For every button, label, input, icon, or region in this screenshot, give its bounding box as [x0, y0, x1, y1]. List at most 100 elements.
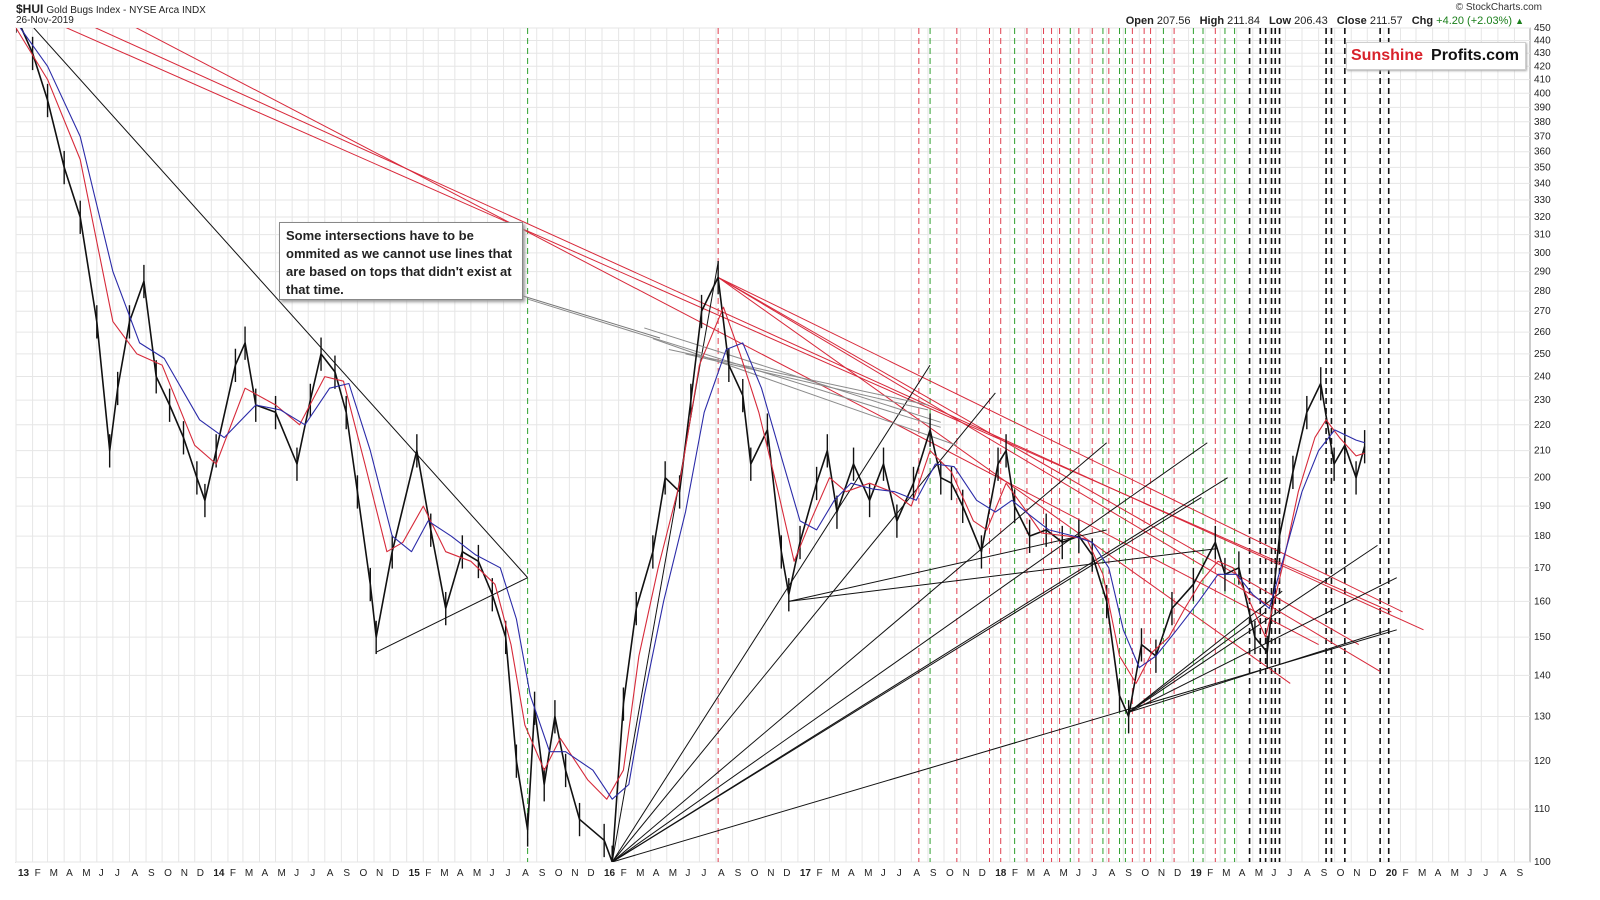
- x-tick-label: O: [359, 868, 367, 879]
- x-tick-label: A: [913, 868, 920, 879]
- x-tick-label: A: [522, 868, 529, 879]
- x-tick-label: A: [1500, 868, 1507, 879]
- y-tick-label: 410: [1534, 75, 1551, 86]
- x-tick-label: M: [245, 868, 253, 879]
- x-tick-label: F: [230, 868, 236, 879]
- cycle-lines: [527, 28, 1390, 862]
- callout-pointer: [522, 295, 661, 339]
- x-tick-label: D: [197, 868, 204, 879]
- trendline-black: [1128, 629, 1389, 713]
- x-tick-label: S: [1321, 868, 1328, 879]
- low-label: Low: [1269, 15, 1292, 27]
- x-tick-label: A: [1435, 868, 1442, 879]
- symbol-description: Gold Bugs Index - NYSE Arca INDX: [46, 5, 206, 16]
- x-tick-label: D: [587, 868, 594, 879]
- x-tick-label: A: [1043, 868, 1050, 879]
- chg-label: Chg: [1411, 15, 1434, 27]
- y-tick-label: 110: [1534, 804, 1550, 815]
- x-tick-label: J: [1467, 868, 1472, 879]
- x-tick-label: A: [848, 868, 855, 879]
- x-tick-label: N: [1158, 868, 1165, 879]
- y-tick-label: 320: [1534, 212, 1551, 223]
- y-tick-label: 420: [1534, 61, 1551, 72]
- x-tick-label: M: [1451, 868, 1459, 879]
- trendline-black: [611, 442, 1208, 862]
- y-tick-label: 130: [1534, 712, 1551, 723]
- x-tick-label: M: [50, 868, 58, 879]
- annotation-callout: Some intersections have to be ommited as…: [279, 222, 523, 300]
- x-tick-label: D: [979, 868, 986, 879]
- x-tick-label: A: [131, 868, 138, 879]
- x-tick-label: J: [1076, 868, 1081, 879]
- stockcharts-watermark: © StockCharts.com: [1455, 2, 1542, 13]
- x-tick-label: A: [327, 868, 334, 879]
- close-label: Close: [1336, 15, 1367, 27]
- trendline-gray: [668, 349, 929, 406]
- trendline-black: [1128, 611, 1266, 713]
- grid: [15, 27, 1531, 863]
- x-tick-label: D: [1369, 868, 1376, 879]
- trendline-black: [611, 262, 719, 862]
- trendline-black: [788, 548, 1219, 602]
- x-tick-label: S: [539, 868, 546, 879]
- x-tick-label: J: [897, 868, 902, 879]
- y-tick-label: 160: [1534, 596, 1551, 607]
- series-ma_slow: [19, 28, 1365, 800]
- x-tick-label: 19: [1191, 868, 1203, 879]
- chart-symbol: $HUI Gold Bugs Index - NYSE Arca INDX: [16, 2, 206, 16]
- y-tick-label: 200: [1534, 473, 1551, 484]
- trendline-red: [94, 28, 1424, 631]
- y-tick-label: 380: [1534, 117, 1551, 128]
- y-tick-label: 210: [1534, 446, 1551, 457]
- x-tick-label: J: [1287, 868, 1292, 879]
- close-value: 211.57: [1369, 15, 1403, 27]
- x-tick-label: O: [946, 868, 954, 879]
- y-tick-label: 360: [1534, 147, 1551, 158]
- y-tick-label: 270: [1534, 306, 1551, 317]
- y-tick-label: 340: [1534, 178, 1551, 189]
- y-tick-label: 350: [1534, 162, 1551, 173]
- x-tick-label: A: [653, 868, 660, 879]
- high-label: High: [1199, 15, 1225, 27]
- x-tick-label: 13: [18, 868, 30, 879]
- x-tick-label: F: [35, 868, 41, 879]
- x-tick-label: N: [181, 868, 188, 879]
- x-tick-label: J: [701, 868, 706, 879]
- y-tick-label: 260: [1534, 327, 1551, 338]
- trendline-black: [611, 364, 931, 862]
- x-tick-label: S: [735, 868, 742, 879]
- x-tick-label: M: [864, 868, 872, 879]
- y-tick-label: 330: [1534, 195, 1551, 206]
- x-tick-label: F: [816, 868, 822, 879]
- x-tick-label: O: [751, 868, 759, 879]
- trendline-black: [375, 577, 528, 653]
- x-tick-label: 20: [1386, 868, 1398, 879]
- y-tick-label: 400: [1534, 88, 1551, 99]
- x-tick-label: S: [343, 868, 350, 879]
- x-tick-label: J: [115, 868, 120, 879]
- low-value: 206.43: [1294, 15, 1328, 27]
- y-tick-label: 240: [1534, 372, 1551, 383]
- y-tick-label: 370: [1534, 132, 1551, 143]
- x-tick-label: N: [963, 868, 970, 879]
- x-tick-label: F: [621, 868, 627, 879]
- y-tick-label: 150: [1534, 632, 1551, 643]
- x-tick-label: S: [1516, 868, 1523, 879]
- trendline-black: [1128, 590, 1283, 713]
- x-tick-label: 15: [409, 868, 421, 879]
- series: [16, 28, 1366, 862]
- x-tick-label: M: [1222, 868, 1230, 879]
- x-tick-label: D: [392, 868, 399, 879]
- x-tick-label: N: [571, 868, 578, 879]
- x-tick-label: M: [669, 868, 677, 879]
- x-tick-label: O: [164, 868, 172, 879]
- x-tick-label: A: [1304, 868, 1311, 879]
- symbol-ticker: $HUI: [16, 2, 44, 16]
- open-value: 207.56: [1156, 15, 1191, 27]
- x-tick-label: O: [555, 868, 563, 879]
- trendline-black: [611, 477, 1228, 862]
- x-tick-label: J: [506, 868, 511, 879]
- series-price: [20, 28, 1366, 862]
- x-tick-label: N: [767, 868, 774, 879]
- y-tick-label: 220: [1534, 420, 1551, 431]
